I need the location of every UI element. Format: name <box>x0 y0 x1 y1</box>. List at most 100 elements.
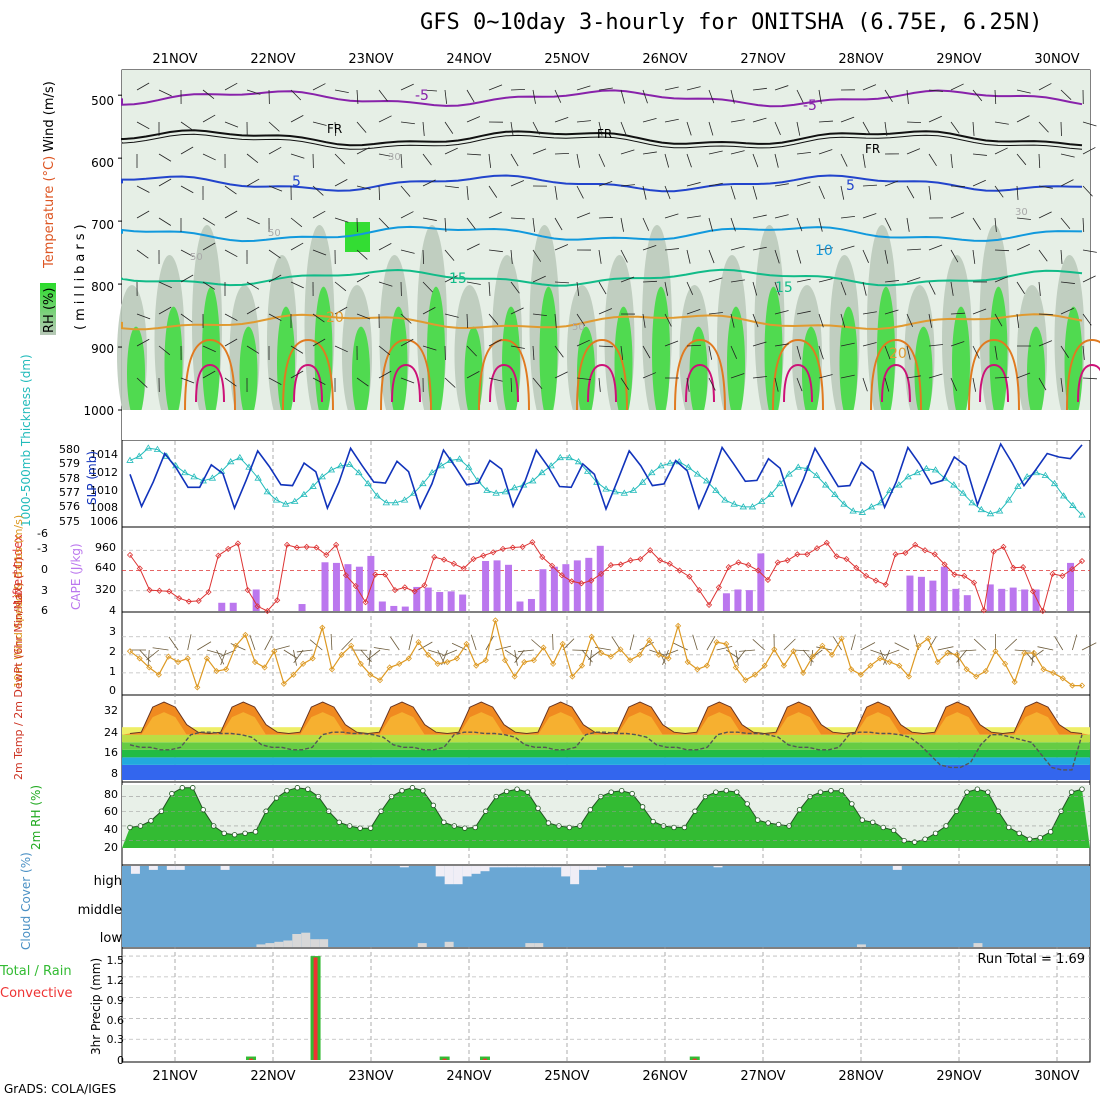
surface-wind-barb <box>187 634 192 651</box>
wind-barb <box>180 121 193 131</box>
wind-barb <box>950 312 965 315</box>
wind-speed-point <box>1011 678 1018 686</box>
wind-barb <box>730 150 745 155</box>
cloud-high-bar <box>623 866 633 868</box>
cape-bar <box>917 576 925 611</box>
rh-high <box>502 306 520 421</box>
rh-high <box>314 286 333 420</box>
wind-barb <box>378 281 393 287</box>
wind-barb <box>532 249 542 262</box>
wind-barb <box>906 217 910 232</box>
li-point <box>146 587 153 594</box>
wind-barb <box>884 121 888 136</box>
wind-barb <box>642 118 657 123</box>
rh2m-point <box>681 824 688 831</box>
li-point <box>460 565 467 572</box>
surface-wind-barb <box>860 642 876 651</box>
li-point <box>480 552 487 559</box>
surface-wind-barb <box>572 649 589 651</box>
li-point <box>627 557 634 564</box>
wind-barb <box>1060 345 1069 358</box>
li-point <box>705 601 713 608</box>
li-point <box>813 545 821 552</box>
isotherm-line <box>121 129 1083 147</box>
rh2m-point <box>179 785 186 791</box>
rh2m-point <box>629 790 635 797</box>
li-point <box>853 564 860 571</box>
pressure-tick-label: 600 <box>91 156 114 170</box>
wind-barb <box>642 345 651 359</box>
surface-wind-barb <box>832 636 842 651</box>
wind-barb <box>994 249 1010 252</box>
rh2m-point <box>430 802 437 809</box>
cloud-background <box>122 866 1090 947</box>
rh2m-point <box>273 795 280 801</box>
wind-barb <box>862 153 866 168</box>
wind-barb <box>620 184 635 187</box>
surface-wind-barb <box>793 649 810 652</box>
wind-speed-point <box>886 658 893 666</box>
wind-barb <box>334 121 337 137</box>
wind-barb <box>224 210 238 219</box>
panel-frame <box>121 611 1091 696</box>
wind-barb <box>1038 313 1054 316</box>
wind-barb <box>400 377 415 384</box>
wind-barb <box>708 89 715 104</box>
wind-barb <box>576 185 584 199</box>
cloud-low-bar <box>444 941 454 947</box>
li-point <box>656 557 664 564</box>
li-point <box>431 553 438 561</box>
ylabel-thickness: 1000-500mb Thickness (dm) <box>19 354 33 527</box>
wind-barb <box>972 308 987 315</box>
surface-wind-barb <box>220 649 227 666</box>
wind-barb <box>466 281 481 285</box>
surface-gap <box>122 410 1090 440</box>
wind-barb <box>334 217 349 223</box>
wind-barb <box>444 185 459 189</box>
wind-barb <box>466 153 481 156</box>
wind-barb <box>730 373 745 379</box>
rh2m-point <box>200 807 206 813</box>
rh2m-point <box>127 824 133 831</box>
wind-speed-point <box>136 655 143 662</box>
precip-convective-bar <box>313 957 318 1060</box>
isotherm-line <box>195 363 225 403</box>
wind-barb <box>664 86 679 91</box>
wind-barb <box>576 212 591 219</box>
surface-wind-barb <box>441 649 458 657</box>
li-point <box>588 577 595 584</box>
wind-barb <box>664 118 679 123</box>
thickness-point <box>876 499 885 506</box>
wind-speed-point <box>386 664 393 671</box>
wind-speed-point <box>944 649 951 657</box>
thickness-point <box>648 468 656 476</box>
thickness-point <box>739 503 748 510</box>
contour-label: FR <box>865 142 880 156</box>
rh2m-point <box>1016 830 1022 836</box>
panel-frame <box>121 947 1091 1063</box>
surface-wind-barb <box>937 646 954 651</box>
thickness-point <box>428 468 436 476</box>
cloud-high-bar <box>166 866 176 870</box>
wind-barb <box>576 281 580 296</box>
precip-convective-bar <box>482 1058 487 1060</box>
wind-barb <box>906 148 921 155</box>
rh2m-point <box>535 805 541 812</box>
li-point <box>401 584 408 591</box>
wind-barb <box>246 89 261 95</box>
wind-barb <box>312 83 326 91</box>
thickness-point <box>226 458 235 465</box>
thickness-point <box>712 486 720 493</box>
wind-barb <box>620 345 624 360</box>
contour-label: 50 <box>190 252 203 263</box>
rh-high <box>352 326 370 421</box>
rh2m-point <box>1068 789 1075 795</box>
cape-bar <box>252 589 260 611</box>
wind-barb <box>664 213 679 219</box>
wind-speed-point <box>271 648 278 655</box>
cloud-high-bar <box>892 866 902 870</box>
date-label: 22NOV <box>250 1069 295 1084</box>
rh-high <box>914 326 933 421</box>
wind-barb <box>466 185 469 200</box>
cape-bar <box>229 602 237 611</box>
